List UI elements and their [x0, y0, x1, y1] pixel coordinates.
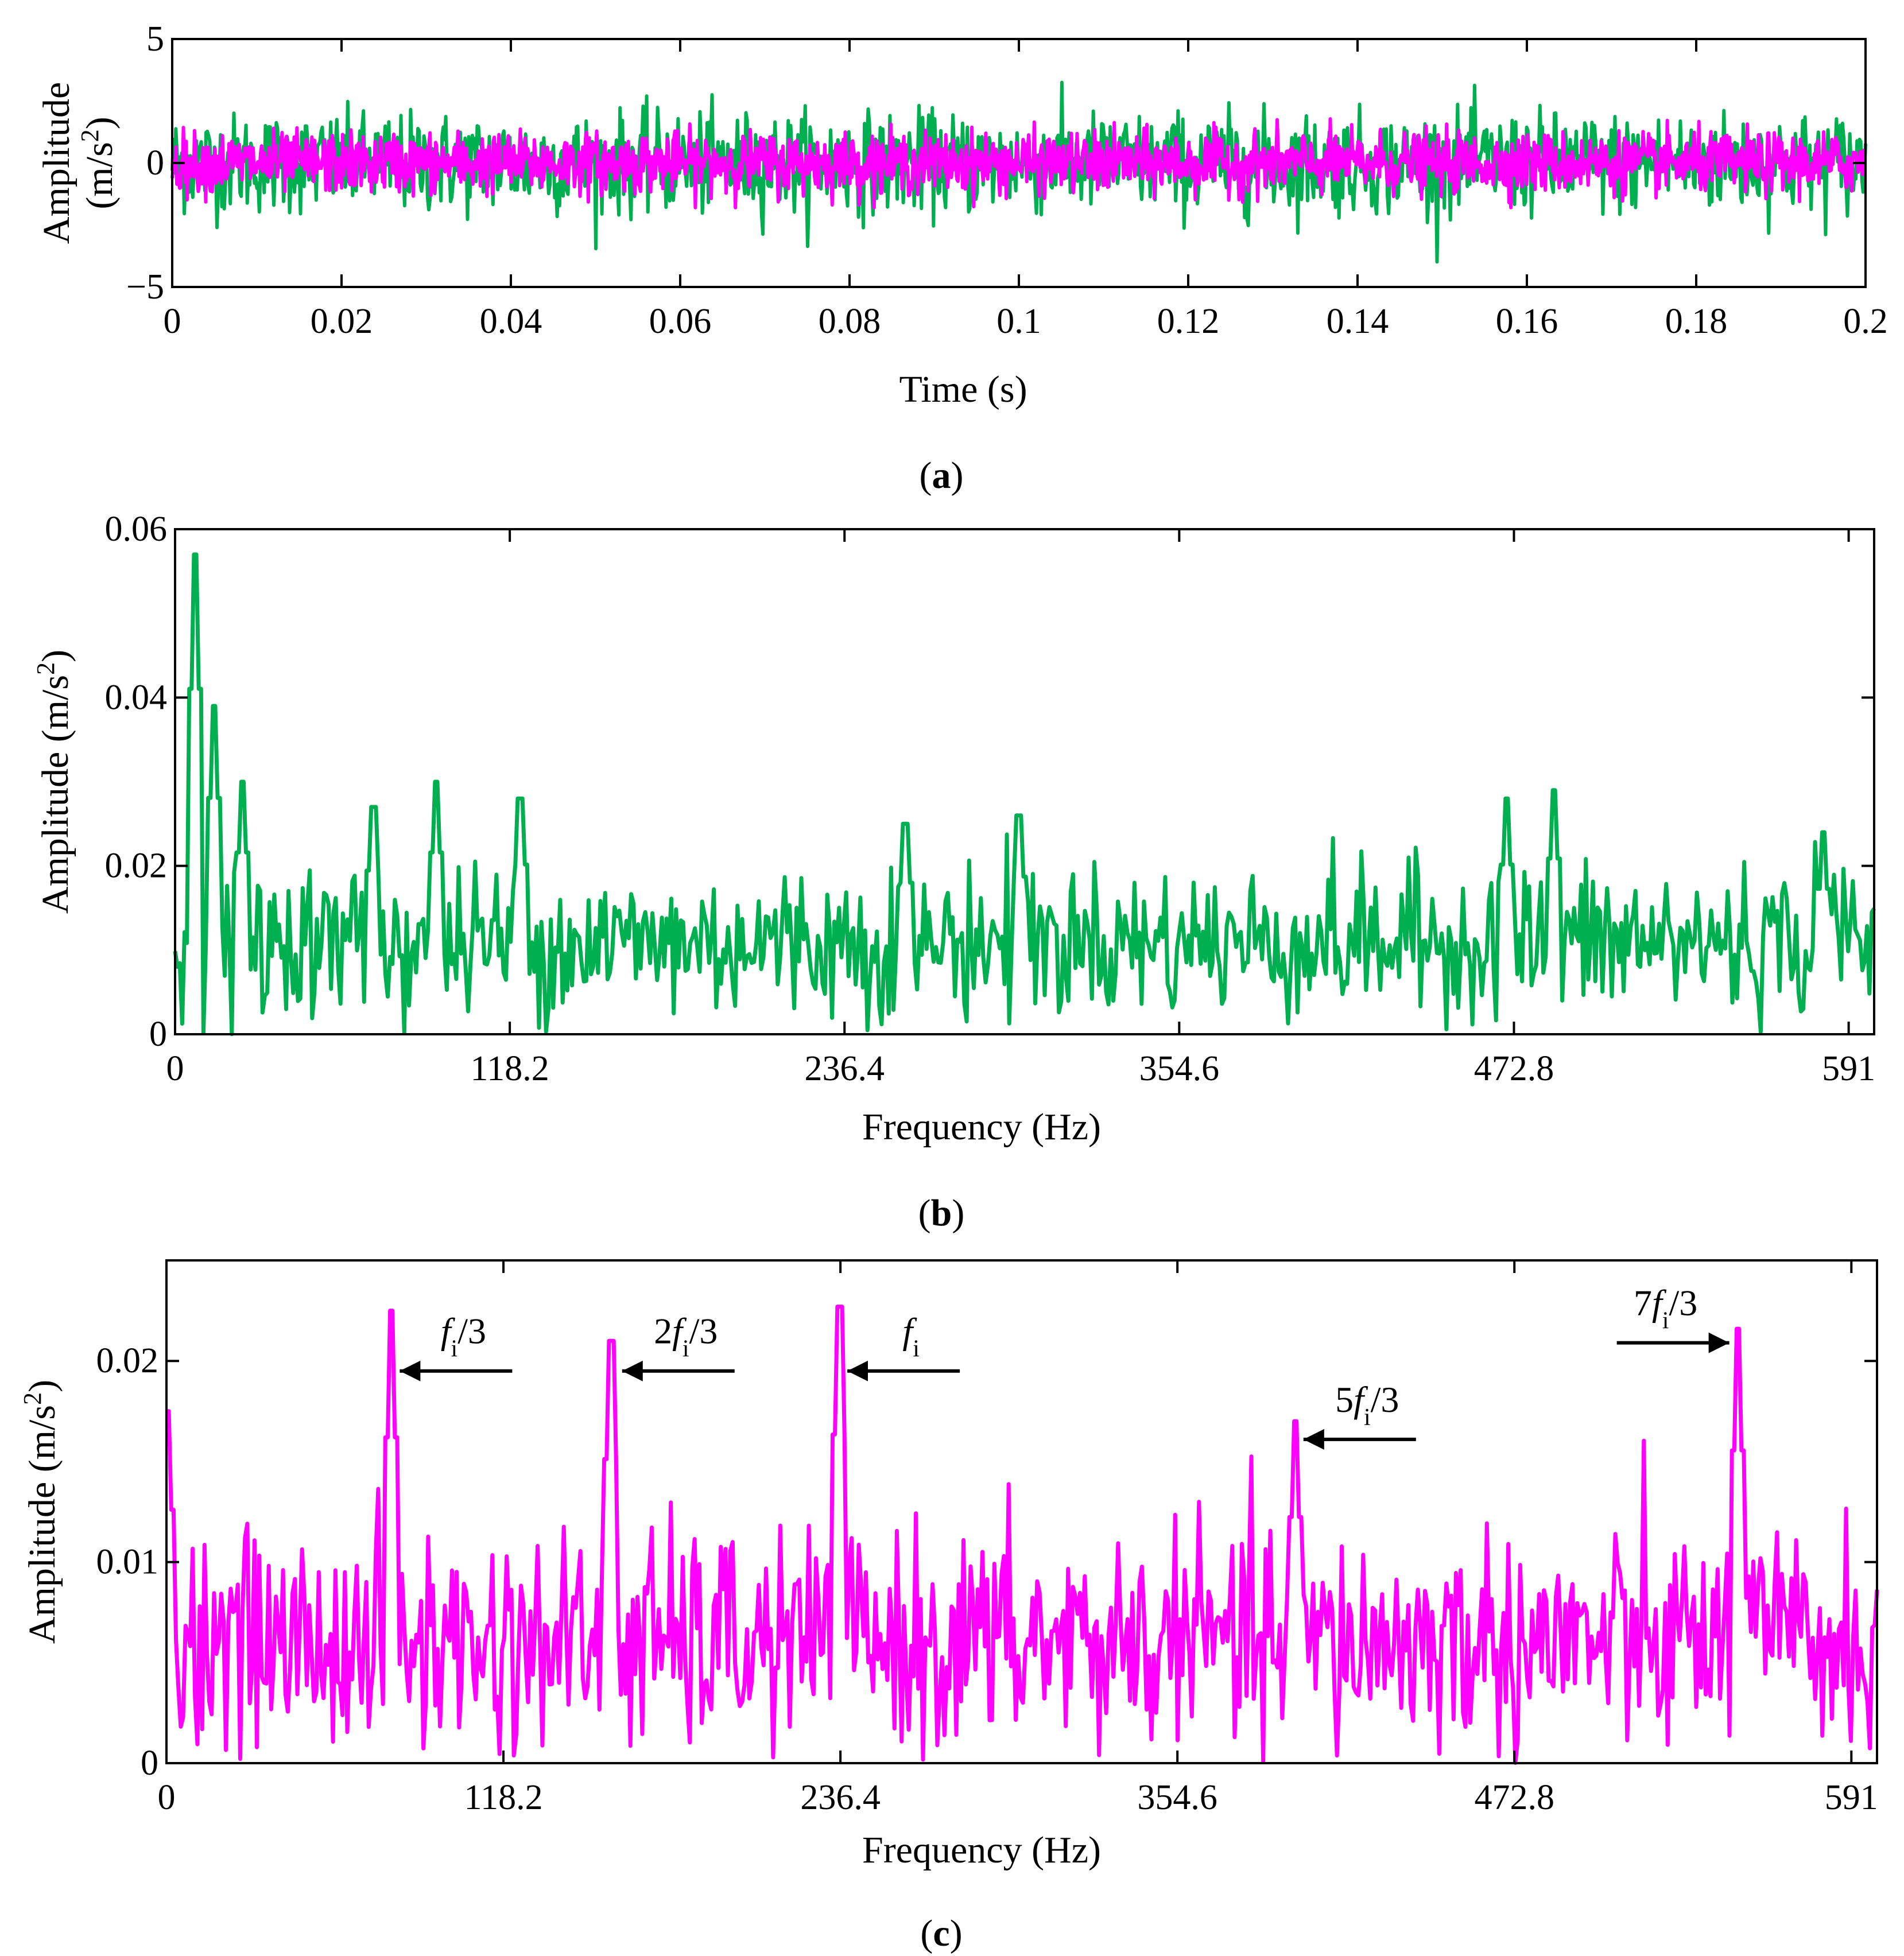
panel-a-ylabel-line1: Amplitude	[36, 82, 77, 244]
panel-a-x-tick-label: 0.08	[819, 302, 881, 341]
panel-c-annotation-suffix: /3	[1669, 1283, 1697, 1324]
panel-b-series	[173, 552, 1876, 1037]
panel-b-x-tick-label: 118.2	[471, 1049, 549, 1088]
panel-c-x-tick-label: 591	[1825, 1778, 1878, 1817]
panel-c-annotations: fi/3 2fi/3 fi 5fi/3 7fi/3	[400, 1283, 1730, 1450]
panel-c-y-axis-label: Amplitude (m/s2)	[18, 1380, 64, 1644]
panel-c-annotation-suffix: /3	[457, 1311, 486, 1352]
panel-c-annotation-subscript: i	[683, 1336, 689, 1363]
panel-b-raw-spectrum: 0 118.2 236.4 354.6 472.8 591 0 0.02 0.04 0.06 Am…	[32, 510, 1876, 1234]
panel-c-annotation: 7fi/3	[1616, 1283, 1730, 1353]
panel-c-frame	[165, 1259, 1878, 1764]
panel-c-y-tick-label: 0.01	[96, 1543, 159, 1582]
panel-b-x-tick-label: 0	[166, 1049, 184, 1088]
panel-b-y-tick-label: 0.06	[105, 510, 168, 549]
panel-c-caption: (c)	[920, 1912, 962, 1954]
panel-b-y-tick-label: 0	[149, 1015, 167, 1054]
panel-c-annotation-coeff: 2	[654, 1311, 672, 1352]
panel-b-y-tick-label: 0.04	[105, 678, 168, 717]
panel-c-annotation-label: 5fi/3	[1335, 1379, 1399, 1431]
panel-c-x-tick-label: 472.8	[1474, 1778, 1554, 1817]
panel-c-annotation-coeff: 5	[1335, 1379, 1354, 1420]
panel-c-annotation-label: 2fi/3	[654, 1311, 718, 1363]
panel-c-x-tick-label: 0	[158, 1778, 176, 1817]
panel-c-ticks: 0 118.2 236.4 354.6 472.8 591 0 0.01 0.02	[96, 1260, 1878, 1817]
panel-a-time-waveform: 0 0.02 0.04 0.06 0.08 0.1 0.12 0.14 0.16 0.18 0.2 −…	[36, 20, 1888, 496]
panel-b-plot-area	[173, 552, 1876, 1037]
panel-a-y-tick-label: −5	[126, 267, 164, 306]
panel-a-y-tick-label: 0	[146, 143, 164, 183]
panel-b-x-axis-label: Frequency (Hz)	[862, 1106, 1101, 1148]
panel-b-frame	[174, 528, 1875, 1035]
panel-c-x-axis-label: Frequency (Hz)	[862, 1829, 1101, 1871]
panel-c-annotation-subscript: i	[451, 1336, 458, 1363]
panel-b-x-tick-label: 354.6	[1139, 1049, 1220, 1088]
panel-a-x-tick-label: 0.18	[1665, 302, 1728, 341]
panel-c-annotation-suffix: /3	[1371, 1379, 1399, 1420]
panel-a-plot-area	[170, 80, 1867, 264]
panel-a-y-axis-label: Amplitude (m/s2)	[36, 82, 121, 244]
panel-a-x-tick-label: 0.04	[480, 302, 542, 341]
panel-c-annotation-label: fi	[902, 1311, 919, 1363]
panel-a-x-tick-label: 0.16	[1496, 302, 1558, 341]
panel-b-x-tick-label: 236.4	[804, 1049, 885, 1088]
panel-a-caption: (a)	[920, 455, 964, 496]
panel-c-x-tick-label: 118.2	[464, 1778, 542, 1817]
panel-a-x-tick-label: 0.12	[1157, 302, 1220, 341]
panel-c-annotation-label: fi/3	[441, 1311, 486, 1363]
panel-a-x-tick-label: 0	[164, 302, 181, 341]
panel-c-annotation: fi/3	[400, 1311, 513, 1381]
panel-a-x-tick-label: 0.02	[311, 302, 373, 341]
panel-c-annotation: 2fi/3	[622, 1311, 735, 1381]
panel-a-x-tick-label: 0.14	[1327, 302, 1389, 341]
panel-a-x-axis-label: Time (s)	[899, 368, 1027, 410]
panel-c-y-tick-label: 0.02	[96, 1341, 159, 1380]
panel-a-ticks: 0 0.02 0.04 0.06 0.08 0.1 0.12 0.14 0.16 0.18 0.2 −…	[126, 20, 1888, 341]
panel-c-series	[166, 1305, 1879, 1765]
panel-c-annotation: fi	[847, 1311, 960, 1381]
panel-c-annotation-subscript: i	[1662, 1308, 1669, 1334]
panel-a-x-tick-label: 0.1	[996, 302, 1041, 341]
panel-c-annotation-subscript: i	[1364, 1404, 1371, 1431]
panel-b-caption: (b)	[918, 1192, 965, 1234]
panel-b-y-tick-label: 0.02	[105, 847, 168, 886]
panel-a-x-tick-label: 0.2	[1843, 302, 1888, 341]
panel-a-ylabel-line2: (m/s2)	[76, 117, 121, 209]
panel-c-annotation-coeff: 7	[1634, 1283, 1652, 1324]
panel-a-x-tick-label: 0.06	[649, 302, 712, 341]
panel-c-annotation-label: 7fi/3	[1634, 1283, 1697, 1334]
panel-c-annotation-subscript: i	[913, 1336, 920, 1363]
panel-c-x-tick-label: 354.6	[1137, 1778, 1217, 1817]
panel-a-y-tick-label: 5	[146, 20, 164, 59]
panel-b-y-axis-label: Amplitude (m/s2)	[32, 650, 77, 914]
panel-b-ticks: 0 118.2 236.4 354.6 472.8 591 0 0.02 0.04 0.06	[105, 510, 1876, 1088]
panel-b-x-tick-label: 591	[1822, 1049, 1875, 1088]
panel-b-x-tick-label: 472.8	[1474, 1049, 1554, 1088]
panel-c-annotation: 5fi/3	[1303, 1379, 1416, 1450]
panel-a-series-filtered	[170, 117, 1867, 209]
panel-c-y-tick-label: 0	[141, 1744, 158, 1783]
panel-c-annotation-suffix: /3	[689, 1311, 718, 1352]
panel-c-plot-area	[166, 1305, 1879, 1765]
panel-c-x-tick-label: 236.4	[800, 1778, 881, 1817]
